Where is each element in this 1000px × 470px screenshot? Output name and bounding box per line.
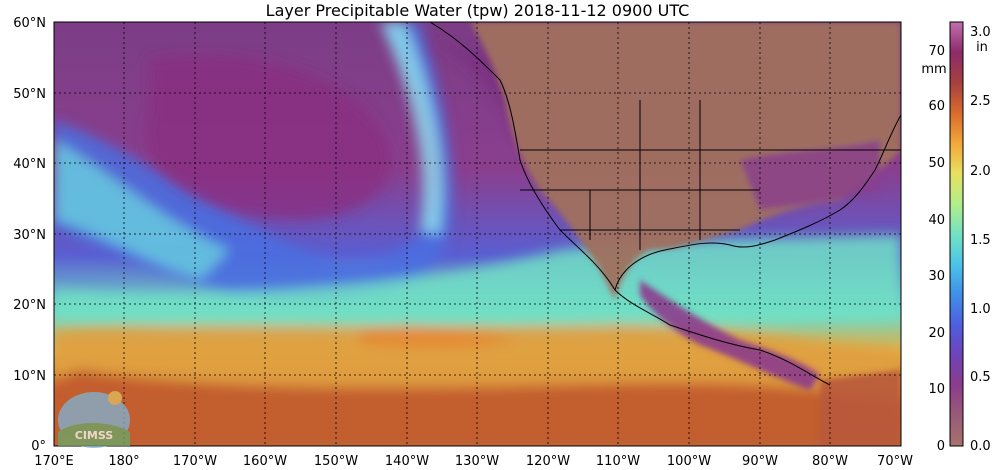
mm-tick-50: 50 <box>928 156 945 171</box>
map-frame <box>53 21 902 447</box>
lon-label-80w: 80°W <box>812 454 848 469</box>
mm-tick-40: 40 <box>928 213 945 228</box>
in-tick-1.0: 1.0 <box>970 302 991 317</box>
tpw-field <box>54 22 901 446</box>
lat-label-30n: 30°N <box>13 228 46 243</box>
cimss-logo: CIMSS <box>58 391 130 448</box>
in-tick-2.0: 2.0 <box>970 164 991 179</box>
mm-tick-70: 70 <box>928 44 945 59</box>
lon-label-110w: 110°W <box>596 454 640 469</box>
lat-label-20n: 20°N <box>13 298 46 313</box>
lon-label-170w: 170°W <box>173 454 217 469</box>
lat-label-40n: 40°N <box>13 157 46 172</box>
lat-label-50n: 50°N <box>13 87 46 102</box>
lon-label-90w: 90°W <box>742 454 778 469</box>
lat-label-60n: 60°N <box>13 16 46 31</box>
map-title: Layer Precipitable Water (tpw) 2018-11-1… <box>265 1 690 20</box>
mm-tick-30: 30 <box>928 269 945 284</box>
in-tick-2.5: 2.5 <box>970 94 991 109</box>
in-tick-0.0: 0.0 <box>970 439 991 454</box>
mm-tick-20: 20 <box>928 326 945 341</box>
in-tick-0.5: 0.5 <box>970 370 991 385</box>
colorbar-unit-in: in <box>976 40 988 55</box>
lon-label-180: 180° <box>108 454 139 469</box>
mm-tick-0: 0 <box>937 439 945 454</box>
lon-label-150w: 150°W <box>314 454 358 469</box>
grid-lines <box>54 22 901 446</box>
in-tick-3.0: 3.0 <box>970 25 991 40</box>
lat-label-0: 0° <box>31 439 46 454</box>
logo-sun-icon <box>108 391 122 405</box>
in-tick-1.5: 1.5 <box>970 233 991 248</box>
mm-tick-60: 60 <box>928 99 945 114</box>
lon-label-100w: 100°W <box>667 454 711 469</box>
logo-text: CIMSS <box>75 429 114 442</box>
colorbar-unit-mm: mm <box>921 62 946 77</box>
lon-label-120w: 120°W <box>526 454 570 469</box>
lon-label-140w: 140°W <box>385 454 429 469</box>
mm-tick-10: 10 <box>928 382 945 397</box>
colorbar-gradient <box>949 21 964 447</box>
colorbar: mm in 70 60 50 40 30 20 10 0 3.0 2.5 2.0… <box>921 21 991 454</box>
lon-label-130w: 130°W <box>455 454 499 469</box>
lat-axis: 60°N 50°N 40°N 30°N 20°N 10°N 0° <box>13 16 46 454</box>
lon-label-170e: 170°E <box>34 454 74 469</box>
lon-label-70w: 70°W <box>877 454 913 469</box>
lat-label-10n: 10°N <box>13 369 46 384</box>
logo-ground <box>58 423 130 446</box>
lon-axis: 170°E 180° 170°W 160°W 150°W 140°W 130°W… <box>34 454 913 469</box>
lon-label-160w: 160°W <box>243 454 287 469</box>
